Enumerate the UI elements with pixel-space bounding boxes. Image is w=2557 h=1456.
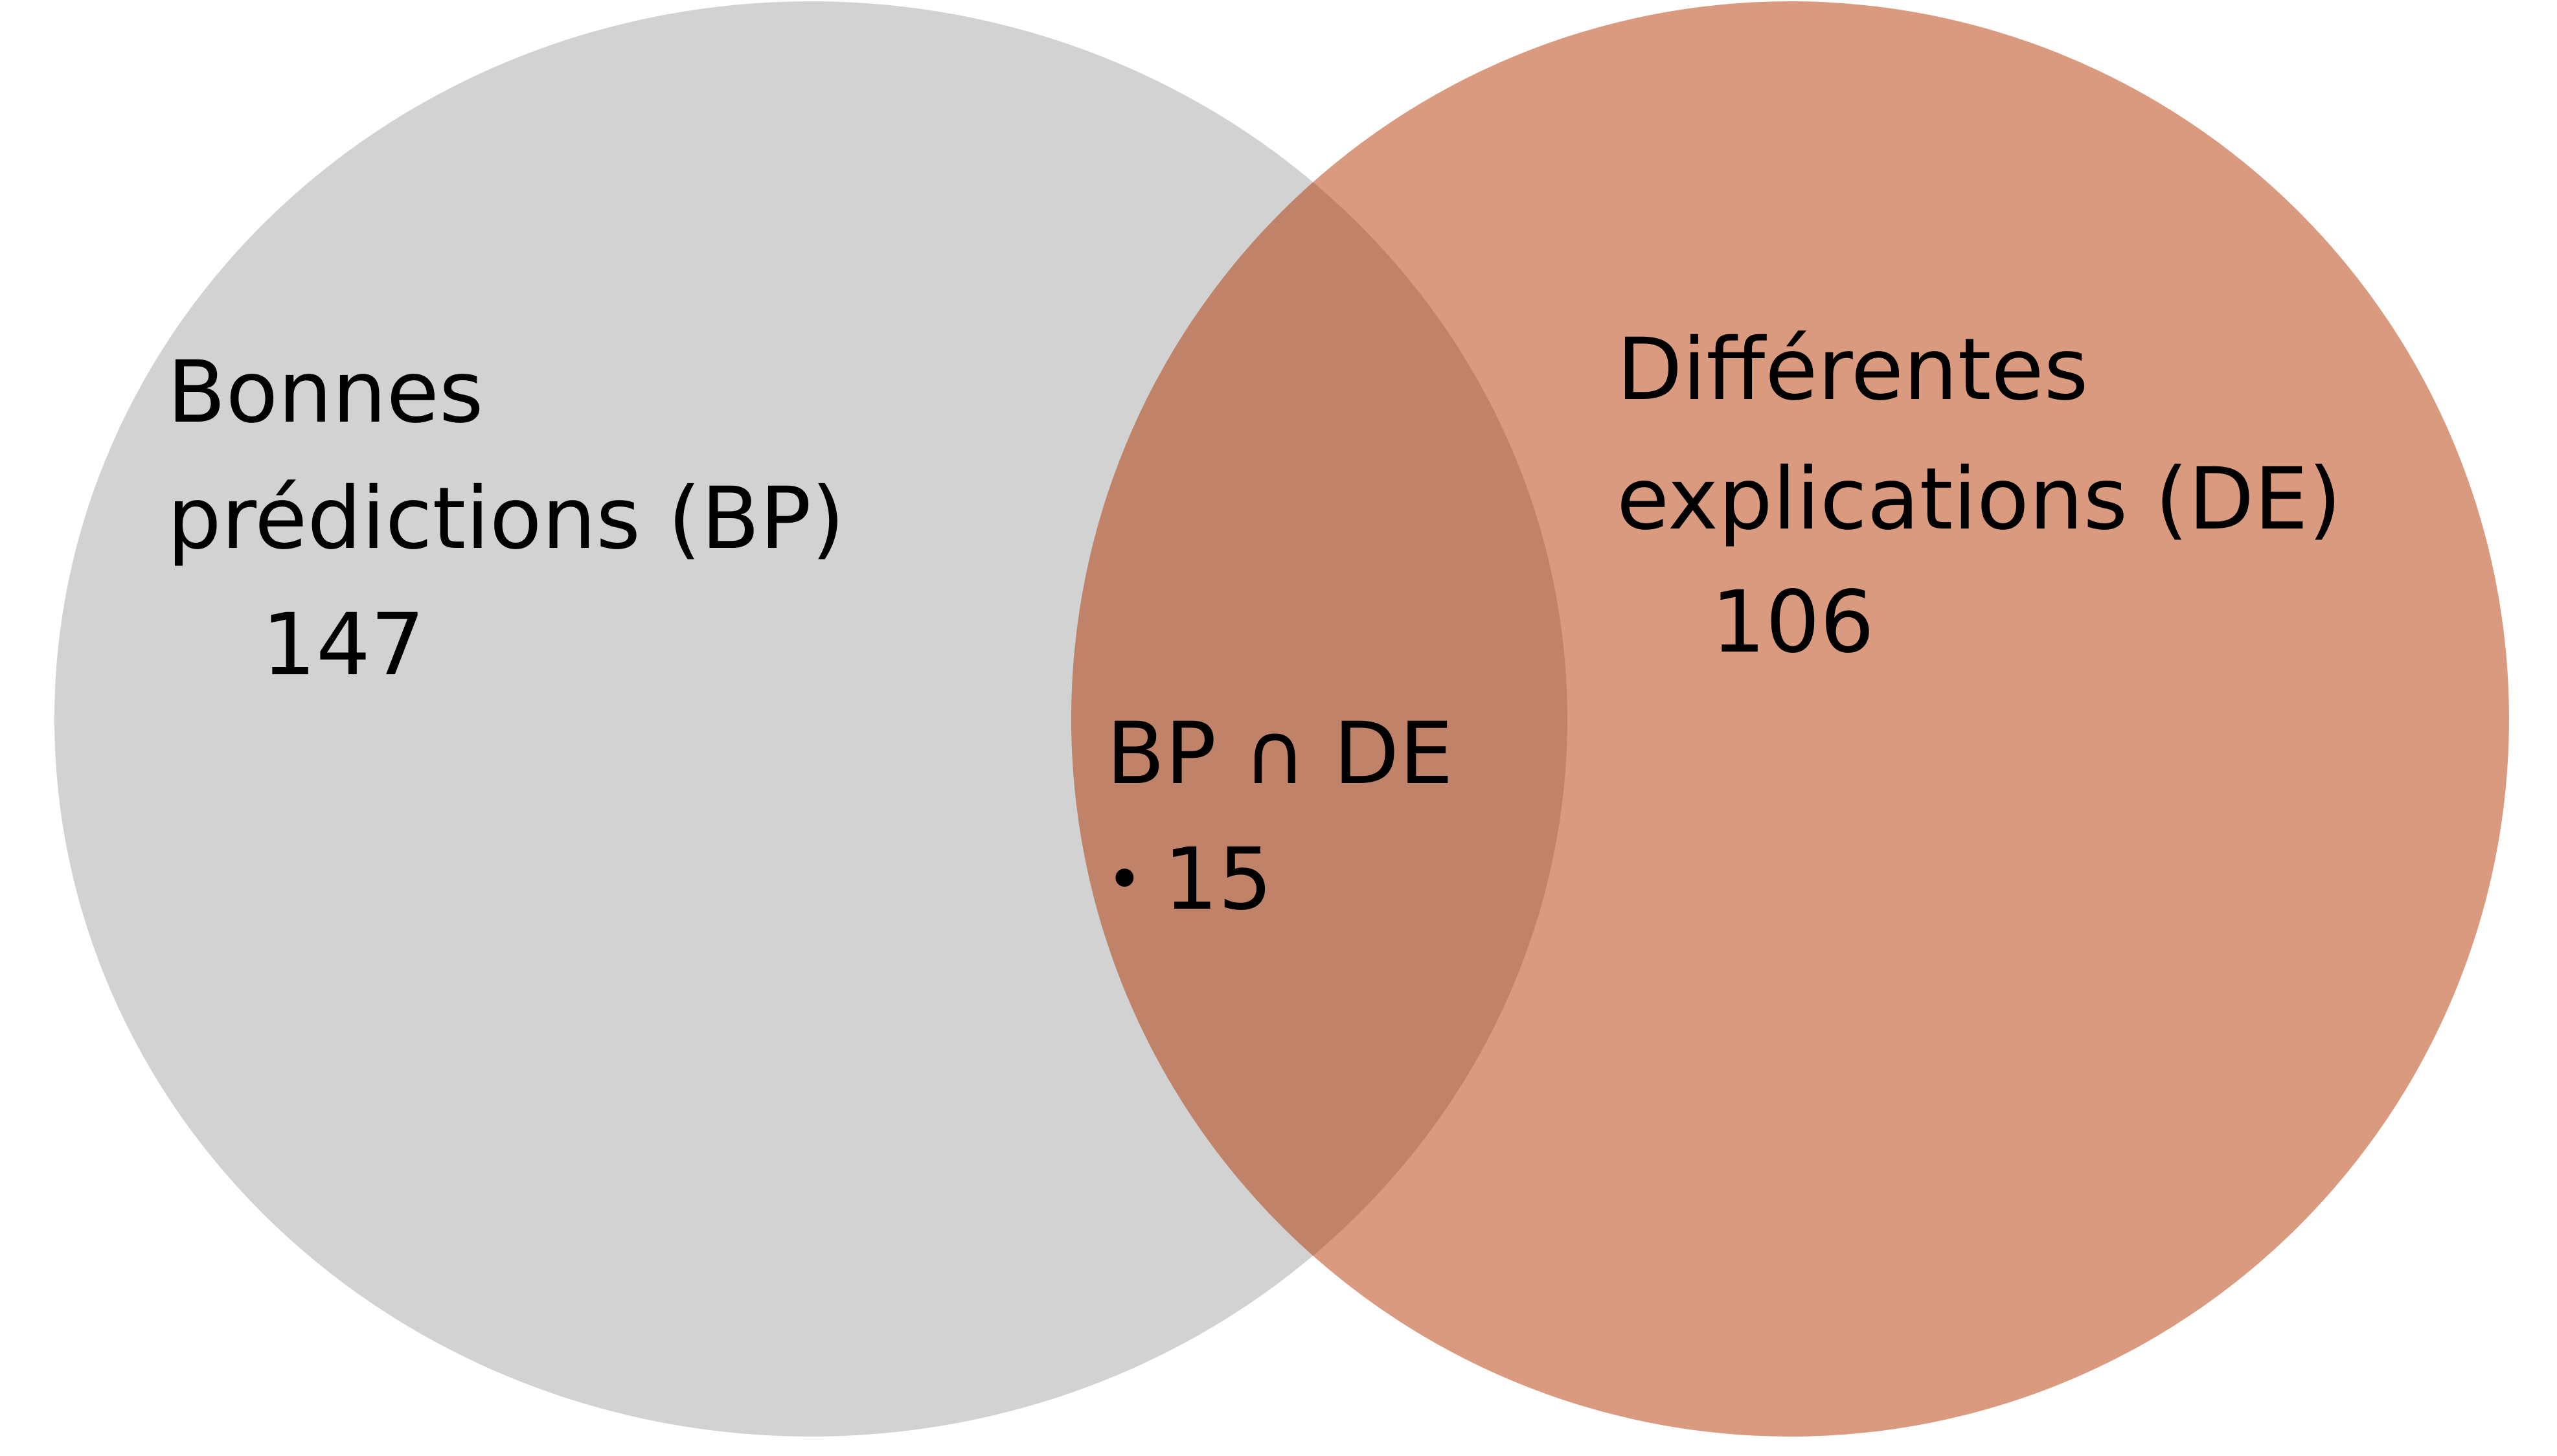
bp-count: 147 bbox=[262, 595, 425, 695]
intersection-count: 15 bbox=[1163, 830, 1273, 929]
intersection-label: BP ∩ DE bbox=[1106, 704, 1453, 804]
bp-label-line2: prédictions (BP) bbox=[167, 469, 845, 569]
bp-label-line1: Bonnes bbox=[167, 343, 484, 442]
de-label-line1: Différentes bbox=[1617, 320, 2089, 420]
intersection-region bbox=[1071, 1, 1567, 1437]
intersection-count-row: • 15 bbox=[1106, 837, 1273, 922]
de-label-line2: explications (DE) bbox=[1617, 449, 2342, 549]
de-count: 106 bbox=[1711, 573, 1874, 672]
bullet-icon: • bbox=[1106, 843, 1143, 916]
